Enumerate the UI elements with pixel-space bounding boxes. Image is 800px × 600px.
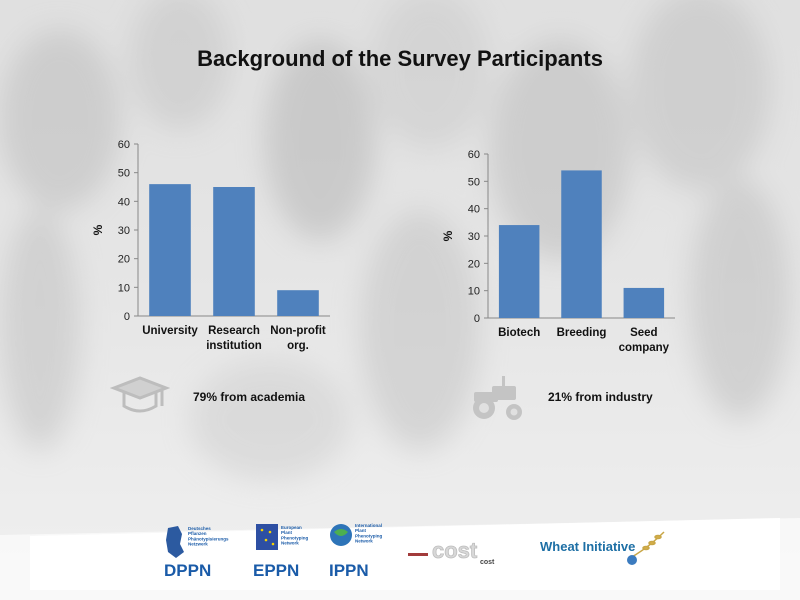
- logo-small-line: Phänotypisierungs: [188, 536, 229, 541]
- graduation-cap-icon: [110, 376, 170, 413]
- bar-chart-industry: 0 10 20 30 40 50 60% Biotech Breeding Seed company: [430, 140, 690, 370]
- category-label: Research institution: [206, 325, 262, 352]
- bar: [561, 170, 602, 318]
- caption-industry: 21% from industry: [548, 390, 653, 404]
- y-axis-label: %: [91, 224, 105, 235]
- footer-logo-strip: Deutsches Pflanzen Phänotypisierungs Netzwe…: [30, 518, 780, 590]
- eppn-main-text: EPPN: [253, 561, 299, 580]
- logo-small-line: International: [355, 523, 382, 528]
- y-tick-label: 60: [468, 149, 480, 161]
- dppn-main-text: DPPN: [164, 561, 211, 580]
- category-label-line: institution: [206, 340, 262, 352]
- y-tick-label: 50: [118, 168, 130, 180]
- category-label-line: University: [142, 325, 198, 337]
- ippn-main-text: IPPN: [329, 561, 369, 580]
- y-axis-label: %: [441, 230, 455, 241]
- logo-small-line: Plant: [281, 530, 293, 535]
- slide-title: Background of the Survey Participants: [197, 46, 603, 71]
- dppn-small-text: Deutsches Pflanzen Phänotypisierungs Netzwe…: [188, 526, 229, 547]
- category-label: Non-profit org.: [270, 325, 326, 352]
- wheat-initiative-text: Wheat Initiative: [540, 539, 635, 554]
- category-label-line: org.: [287, 340, 309, 352]
- category-label: Biotech: [498, 327, 540, 339]
- logo-small-line: Network: [281, 541, 299, 546]
- tractor-icon: [473, 376, 522, 420]
- cost-main-text: cost: [432, 538, 478, 563]
- cost-small-text: cost: [480, 559, 495, 566]
- y-tick-label: 10: [468, 286, 480, 298]
- category-label-line: Breeding: [557, 327, 607, 339]
- bar: [149, 184, 191, 316]
- y-tick-label: 40: [468, 204, 480, 216]
- logo-small-line: Deutsches: [188, 526, 211, 531]
- category-label-line: Biotech: [498, 327, 540, 339]
- category-label: Breeding: [557, 327, 607, 339]
- caption-academia: 79% from academia: [193, 390, 306, 404]
- logo-small-line: Phenotyping: [355, 533, 382, 538]
- bar: [213, 187, 255, 316]
- y-tick-label: 20: [118, 254, 130, 266]
- logo-small-line: Netzwerk: [188, 542, 208, 547]
- y-tick-label: 10: [118, 282, 130, 294]
- y-tick-label: 60: [118, 139, 130, 151]
- logo-small-line: Network: [355, 539, 373, 544]
- category-label-line: company: [619, 342, 670, 354]
- y-tick-label: 30: [118, 225, 130, 237]
- category-label: Seed company: [619, 327, 670, 354]
- y-tick-label: 50: [468, 176, 480, 188]
- y-tick-label: 0: [124, 311, 130, 323]
- y-tick-label: 0: [474, 313, 480, 325]
- eppn-small-text: European Plant Phenotyping Network: [281, 525, 308, 546]
- bar: [498, 225, 540, 318]
- eppn-logo[interactable]: European Plant Phenotyping Network EPPN: [252, 518, 314, 590]
- ippn-logo[interactable]: International Plant Phenotyping Network IPP…: [328, 518, 394, 590]
- bar: [277, 290, 319, 316]
- y-tick-label: 40: [118, 196, 130, 208]
- category-label: University: [142, 325, 198, 337]
- bar: [623, 287, 665, 318]
- category-label-line: Non-profit: [270, 325, 326, 337]
- footer-bar: [30, 518, 780, 590]
- wheat-initiative-logo[interactable]: Wheat Initiative: [538, 518, 673, 590]
- logo-small-line: Pflanzen: [188, 531, 207, 536]
- logo-small-line: European: [281, 525, 302, 530]
- dppn-logo[interactable]: Deutsches Pflanzen Phänotypisierungs Netzwe…: [162, 518, 232, 590]
- ippn-small-text: International Plant Phenotyping Network: [355, 523, 382, 544]
- category-label-line: Research: [208, 325, 260, 337]
- y-tick-label: 20: [468, 258, 480, 270]
- logo-small-line: Plant: [355, 528, 367, 533]
- cost-logo[interactable]: cost cost: [408, 518, 530, 590]
- category-label-line: Seed: [630, 327, 658, 339]
- logo-small-line: Phenotyping: [281, 535, 308, 540]
- bar-chart-academia: 0 10 20 30 40 50 60% University Research institut…: [80, 128, 350, 373]
- y-tick-label: 30: [468, 231, 480, 243]
